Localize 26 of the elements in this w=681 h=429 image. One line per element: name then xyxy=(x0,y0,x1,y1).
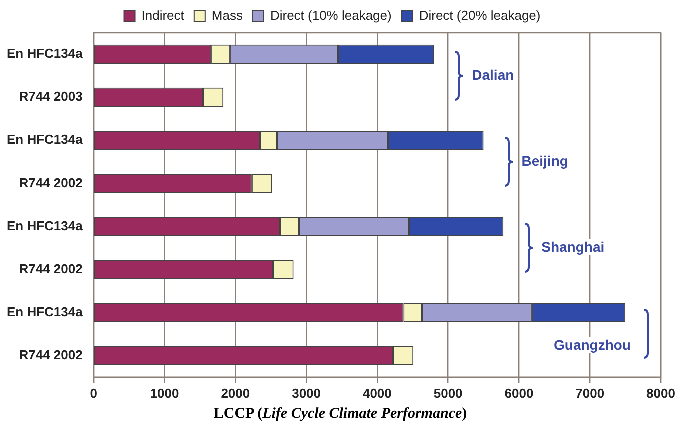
x-tick-label: 7000 xyxy=(576,386,605,401)
x-tick-label: 6000 xyxy=(504,386,534,401)
annotation: Dalian xyxy=(470,67,516,84)
y-tick-label: En HFC134a xyxy=(6,132,84,148)
x-tick-label: 8000 xyxy=(646,386,676,401)
legend-label: Direct (20% leakage) xyxy=(419,8,541,24)
x-tick-label: 0 xyxy=(90,386,98,401)
annotation: Guangzhou xyxy=(552,337,633,354)
x-tick-label: 2000 xyxy=(221,386,250,401)
y-tick-label: R744 2002 xyxy=(19,175,83,190)
annotation: Shanghai xyxy=(540,239,607,256)
y-tick-label: R744 2002 xyxy=(19,347,83,362)
y-tick-label: R744 2003 xyxy=(19,89,83,104)
y-tick-label: En HFC134a xyxy=(6,46,84,62)
y-tick-label: En HFC134a xyxy=(6,304,84,320)
x-tick-label: 4000 xyxy=(362,386,392,401)
legend-label: Mass xyxy=(212,8,244,24)
x-tick-label: 3000 xyxy=(292,386,321,401)
x-axis-title: LCCP (Life Cycle Climate Performance) xyxy=(214,406,468,422)
legend-label: Direct (10% leakage) xyxy=(270,8,392,24)
annotation: Beijing xyxy=(520,153,570,170)
x-tick-label: 5000 xyxy=(434,386,463,401)
x-tick-label: 1000 xyxy=(150,386,180,401)
y-tick-label: En HFC134a xyxy=(6,218,84,234)
legend-label: Indirect xyxy=(142,8,185,24)
y-tick-label: R744 2002 xyxy=(19,261,83,276)
